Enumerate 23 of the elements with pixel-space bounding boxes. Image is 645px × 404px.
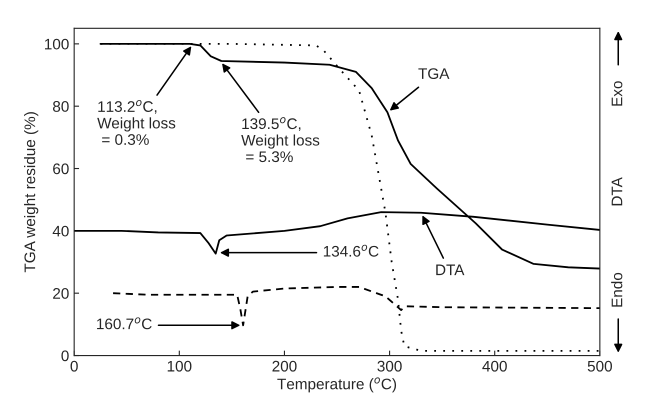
annotation: TGA xyxy=(418,68,450,80)
y-tick-label: 60 xyxy=(53,163,69,174)
x-tick-label: 400 xyxy=(482,360,507,372)
annotation: 160.7$^{o}$C xyxy=(97,317,152,330)
y-tick-label: 80 xyxy=(52,101,69,112)
x-tick-label: 200 xyxy=(272,360,297,372)
y-tick-label: 20 xyxy=(53,288,69,299)
annotation: DTA xyxy=(436,264,464,276)
x-tick-label: 500 xyxy=(588,360,612,372)
text: Exo xyxy=(612,81,622,106)
annotation: 134.6$^{o}$C xyxy=(324,244,379,257)
annotation: 113.2$^{o}$C, Weight loss = 0.3% xyxy=(97,100,176,145)
x-axis-title: Temperature ($^{o}$C) xyxy=(277,377,396,392)
y-axis-title: TGA weight residue (%) xyxy=(24,112,38,272)
text: DTA xyxy=(612,177,622,206)
x-tick-label: 0 xyxy=(70,360,78,372)
y-tick-label: 0 xyxy=(61,350,69,362)
y-tick-label: 100 xyxy=(44,38,69,50)
x-tick-label: 100 xyxy=(168,360,192,372)
x-tick-label: 300 xyxy=(377,360,402,372)
annotation: 139.5$^{o}$C, Weight loss = 5.3% xyxy=(241,117,320,162)
text: Endo xyxy=(611,272,622,307)
y-tick-label: 40 xyxy=(52,226,69,237)
